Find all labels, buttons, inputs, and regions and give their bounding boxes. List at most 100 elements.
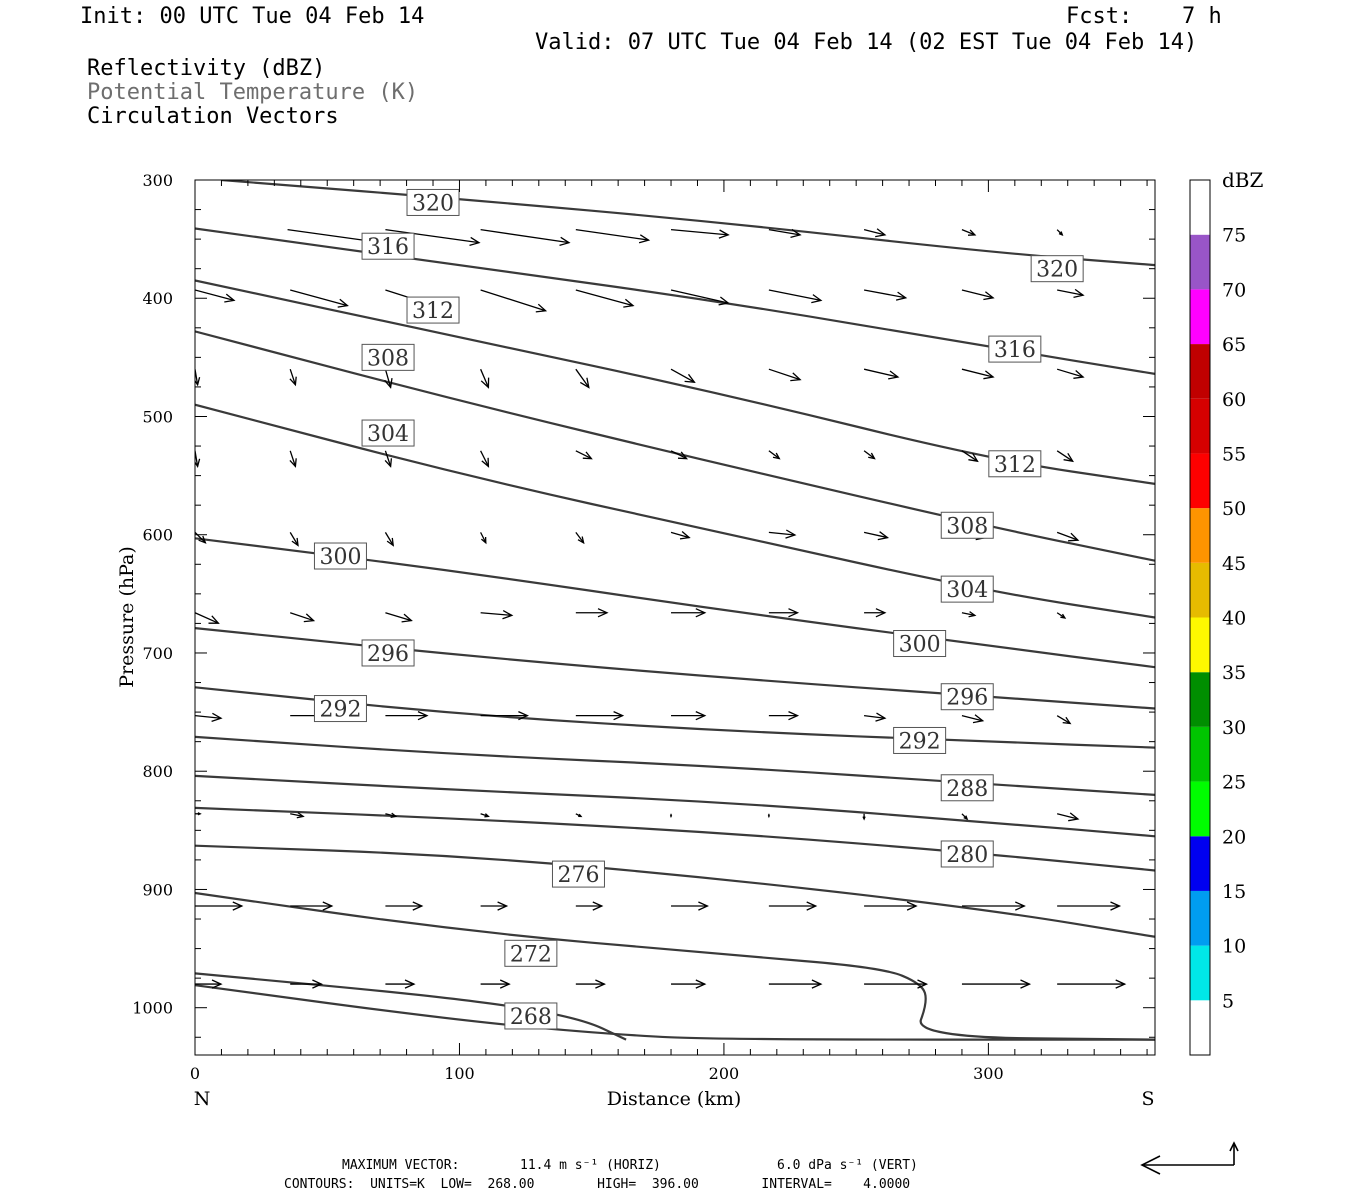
circulation-vector-head (597, 608, 609, 618)
max-vector-label: MAXIMUM VECTOR: (342, 1158, 460, 1173)
plot-frame (194, 179, 1156, 1056)
circulation-vector-head (384, 458, 393, 468)
contour-label-300: 300 (319, 545, 361, 570)
colorbar-label: 70 (1222, 279, 1246, 301)
circulation-vector-head (788, 608, 800, 618)
contour-316 (195, 227, 1155, 375)
circulation-vector-head (875, 608, 887, 618)
circulation-vector-head (875, 712, 887, 722)
circulation-vector-head (968, 452, 979, 463)
circulation-vector-head (579, 377, 590, 389)
field-potential-temperature: Potential Temperature (K) (87, 80, 419, 105)
init-time: Init: 00 UTC Tue 04 Feb 14 (80, 4, 425, 29)
forecast-hour: 7 h (1182, 4, 1222, 29)
x-axis-label: Distance (km) (607, 1088, 742, 1110)
axes-layer: 300 400 500 600 700 800 900 1000 0 100 200 300 (132, 171, 1155, 1083)
circulation-vector-head (917, 979, 929, 989)
circulation-vector (384, 532, 394, 546)
circulation-vector (768, 229, 801, 236)
colorbar-swatch (1190, 508, 1210, 563)
circulation-vector-head (868, 452, 876, 460)
circulation-vector-head (623, 298, 635, 308)
circulation-vector-head (296, 812, 305, 819)
circulation-vector-head (983, 370, 995, 380)
colorbar: 5 10 15 20 25 30 35 40 45 50 55 60 65 70 75 (1189, 179, 1246, 1056)
circulation-vector (863, 450, 875, 460)
field-circulation-vectors: Circulation Vectors (87, 104, 339, 129)
circulation-vector-head (198, 535, 207, 544)
circulation-vector-head (811, 979, 823, 989)
contour-label-box-296 (940, 683, 994, 711)
colorbar-label: 40 (1222, 608, 1246, 630)
contour-label-280: 280 (946, 843, 988, 868)
circulation-vector-head (211, 712, 223, 723)
circulation-vector (1056, 450, 1074, 462)
circulation-vector (768, 450, 780, 460)
colorbar-label: 75 (1222, 225, 1246, 247)
circulation-vector-head (289, 458, 297, 468)
contour-280 (195, 806, 1155, 872)
contour-label-box-280 (940, 840, 994, 868)
circulation-vector (195, 714, 222, 719)
colorbar-swatch (1190, 672, 1210, 727)
circulation-vector-head (811, 294, 823, 304)
circulation-vector-head (788, 711, 800, 721)
circulation-vector-head (790, 228, 802, 239)
circulation-vector-head (595, 979, 606, 989)
contour-label-box-316 (988, 335, 1042, 363)
contour-label-296: 296 (946, 686, 988, 711)
circulation-vector-head (1115, 979, 1127, 989)
contour-label-292: 292 (899, 729, 941, 754)
y-tick-label: 800 (142, 762, 173, 781)
y-tick-label: 500 (142, 407, 173, 426)
circulation-vector (385, 612, 412, 622)
circulation-vector-head (502, 610, 514, 620)
contour-268 (195, 972, 627, 1041)
contour-label-box-300 (893, 630, 947, 658)
circulation-vector (863, 531, 888, 539)
circulation-vector-head (888, 370, 900, 380)
circulation-vector-head (577, 536, 585, 545)
contour-label-box-308 (940, 511, 994, 539)
contour-320 (221, 180, 1155, 267)
circulation-vector-head (578, 813, 583, 818)
colorbar-swatch (1190, 781, 1210, 837)
circulation-vector-head (211, 979, 223, 989)
colorbar-swatch (1190, 398, 1210, 454)
circulation-vector (384, 369, 392, 388)
colorbar-swatch (1190, 836, 1210, 891)
circulation-vector (864, 714, 885, 719)
contour-label-308: 308 (367, 346, 409, 371)
circulation-vector (961, 715, 983, 722)
circulation-vector (1056, 813, 1079, 820)
contour-label-276: 276 (557, 863, 599, 888)
circulation-vector (863, 289, 906, 299)
contour-label-272: 272 (510, 942, 552, 967)
circulation-vector (384, 450, 392, 467)
circulation-vector-head (967, 229, 977, 236)
circulation-vector (195, 612, 219, 624)
circulation-vector-head (772, 452, 781, 460)
colorbar-label: 10 (1222, 936, 1246, 958)
x-tick-label: 300 (973, 1064, 1004, 1083)
contour-label-316: 316 (994, 338, 1036, 363)
colorbar-swatch (1190, 234, 1210, 290)
circulation-vector-head (767, 814, 771, 819)
circulation-vector-head (232, 901, 244, 911)
circulation-vector (195, 531, 206, 544)
colorbar-label: 25 (1222, 772, 1246, 794)
circulation-vector-head (718, 229, 730, 239)
y-tick-label: 700 (142, 644, 173, 663)
circulation-vector (863, 368, 899, 378)
circulation-vector-head (559, 236, 571, 247)
colorbar-label: 35 (1222, 662, 1246, 684)
circulation-vector (1056, 531, 1079, 541)
circulation-vector-head (806, 901, 818, 911)
contour-label-320: 320 (1036, 258, 1078, 283)
contour-label-box-292 (893, 726, 947, 754)
circulation-vector-head (499, 979, 511, 989)
contour-label-box-312 (988, 450, 1042, 478)
contour-264 (195, 984, 1155, 1041)
colorbar-swatch (1190, 617, 1210, 673)
contour-label-308: 308 (946, 514, 988, 539)
